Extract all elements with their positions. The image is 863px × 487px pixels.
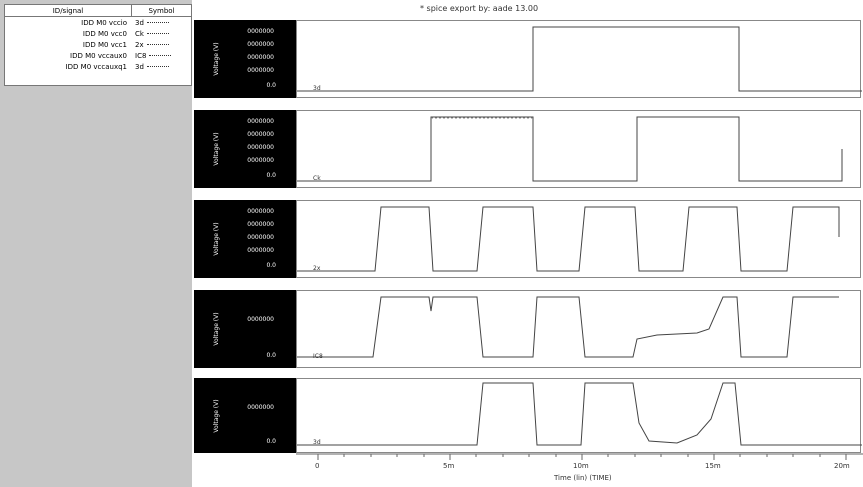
y-tick-label: 0000000 xyxy=(247,157,274,164)
legend-symbol-label: 2x xyxy=(135,40,144,49)
y-axis-band: Voltage (V) 0000000 0000000 0000000 0000… xyxy=(194,20,296,98)
legend-line-swatch xyxy=(146,44,169,45)
y-axis-band: Voltage (V) 0000000 0.0 xyxy=(194,378,296,453)
plot-panel-3[interactable]: Voltage (V) 0000000 0000000 0000000 0000… xyxy=(194,200,863,278)
x-tick-label: 15m xyxy=(705,462,721,470)
plot-panel-5[interactable]: Voltage (V) 0000000 0.0 3d xyxy=(194,378,863,453)
legend-table: ID/signal Symbol IDD M0 vccio 3d IDD M0 … xyxy=(4,4,192,86)
legend-symbol-label: Ck xyxy=(135,29,144,38)
plot-panel-1[interactable]: Voltage (V) 0000000 0000000 0000000 0000… xyxy=(194,20,863,98)
x-axis-label: Time (lin) (TIME) xyxy=(554,474,612,482)
y-min-label: 0.0 xyxy=(266,82,276,89)
plot-frame[interactable]: 2x xyxy=(296,200,861,278)
x-tick-label: 5m xyxy=(443,462,455,470)
x-tick-label: 20m xyxy=(834,462,850,470)
trace-marker: 3d xyxy=(313,439,321,446)
legend-row-symbol: IC8 xyxy=(131,51,172,60)
legend-row-name: IDD M0 vcc0 xyxy=(82,29,127,38)
y-min-label: 0.0 xyxy=(266,438,276,445)
legend-line-swatch xyxy=(146,22,169,23)
legend-row-symbol: 3d xyxy=(131,19,169,27)
y-axis-band: Voltage (V) 0000000 0000000 0000000 0000… xyxy=(194,200,296,278)
y-tick-label: 0000000 xyxy=(247,144,274,151)
plot-frame[interactable]: IC8 xyxy=(296,290,861,368)
legend-row-name: IDD M0 vcc1 xyxy=(82,40,127,49)
legend-line-swatch xyxy=(146,33,169,34)
plot-frame[interactable]: 3d xyxy=(296,20,862,98)
y-tick-label: 0000000 xyxy=(247,247,274,254)
y-min-label: 0.0 xyxy=(266,262,276,269)
y-axis-label: Voltage (V) xyxy=(213,42,221,76)
y-tick-label: 0000000 xyxy=(247,54,274,61)
waveform xyxy=(297,206,840,272)
x-tick-label: 0 xyxy=(315,462,320,470)
legend-row-name: IDD M0 vccio xyxy=(81,18,127,27)
legend-row[interactable]: IDD M0 vcc1 2x xyxy=(5,39,191,50)
y-axis-band: Voltage (V) 0000000 0.0 xyxy=(194,290,296,368)
waveform xyxy=(297,296,839,358)
legend-header-symbol[interactable]: Symbol xyxy=(148,6,175,15)
trace-marker: 2x xyxy=(313,265,321,272)
legend-row-symbol: Ck xyxy=(131,30,169,38)
legend-line-swatch xyxy=(149,55,172,56)
plot-panel-4[interactable]: Voltage (V) 0000000 0.0 IC8 xyxy=(194,290,863,368)
legend-line-swatch xyxy=(146,66,169,67)
legend-row[interactable]: IDD M0 vccauxq1 3d xyxy=(5,61,191,72)
x-axis: 0 5m 10m 15m 20m Time (lin) (TIME) xyxy=(296,453,863,487)
waveform xyxy=(297,382,862,446)
x-tick-label: 10m xyxy=(573,462,589,470)
trace-marker: IC8 xyxy=(313,353,323,360)
trace-marker: 3d xyxy=(313,85,321,92)
plot-frame[interactable]: Ck xyxy=(296,110,861,188)
legend-row[interactable]: IDD M0 vccio 3d xyxy=(5,17,191,28)
y-tick-label: 0000000 xyxy=(247,208,274,215)
y-tick-label: 0000000 xyxy=(247,221,274,228)
y-tick-label: 0000000 xyxy=(247,118,274,125)
y-min-label: 0.0 xyxy=(266,172,276,179)
legend-row-name: IDD M0 vccauxq1 xyxy=(65,62,127,71)
y-tick-label: 0000000 xyxy=(247,67,274,74)
y-min-label: 0.0 xyxy=(266,352,276,359)
y-axis-band: Voltage (V) 0000000 0000000 0000000 0000… xyxy=(194,110,296,188)
y-axis-label: Voltage (V) xyxy=(213,312,221,346)
y-axis-label: Voltage (V) xyxy=(213,132,221,166)
plot-frame[interactable]: 3d xyxy=(296,378,862,453)
y-tick-label: 0000000 xyxy=(247,316,274,323)
legend-symbol-label: IC8 xyxy=(135,51,147,60)
y-tick-label: 0000000 xyxy=(247,234,274,241)
plot-panel-2[interactable]: Voltage (V) 0000000 0000000 0000000 0000… xyxy=(194,110,863,188)
trace-marker: Ck xyxy=(313,175,321,182)
legend-row-symbol: 2x xyxy=(131,41,169,49)
legend-symbol-label: 3d xyxy=(135,62,144,71)
waveform xyxy=(297,116,843,182)
legend-row-symbol: 3d xyxy=(131,63,169,71)
x-axis-ticks xyxy=(296,453,863,460)
legend-row[interactable]: IDD M0 vccaux0 IC8 xyxy=(5,50,191,61)
y-tick-label: 0000000 xyxy=(247,131,274,138)
legend-symbol-label: 3d xyxy=(135,18,144,27)
y-tick-label: 0000000 xyxy=(247,28,274,35)
y-axis-label: Voltage (V) xyxy=(213,222,221,256)
waveform xyxy=(297,26,862,92)
legend-row-name: IDD M0 vccaux0 xyxy=(70,51,127,60)
legend-header: ID/signal Symbol xyxy=(5,5,191,17)
y-tick-label: 0000000 xyxy=(247,41,274,48)
left-panel: ID/signal Symbol IDD M0 vccio 3d IDD M0 … xyxy=(0,0,192,487)
y-tick-label: 0000000 xyxy=(247,404,274,411)
legend-header-signal[interactable]: ID/signal xyxy=(5,5,132,16)
y-axis-label: Voltage (V) xyxy=(213,398,221,433)
legend-row[interactable]: IDD M0 vcc0 Ck xyxy=(5,28,191,39)
plot-title: * spice export by: aade 13.00 xyxy=(420,4,539,13)
